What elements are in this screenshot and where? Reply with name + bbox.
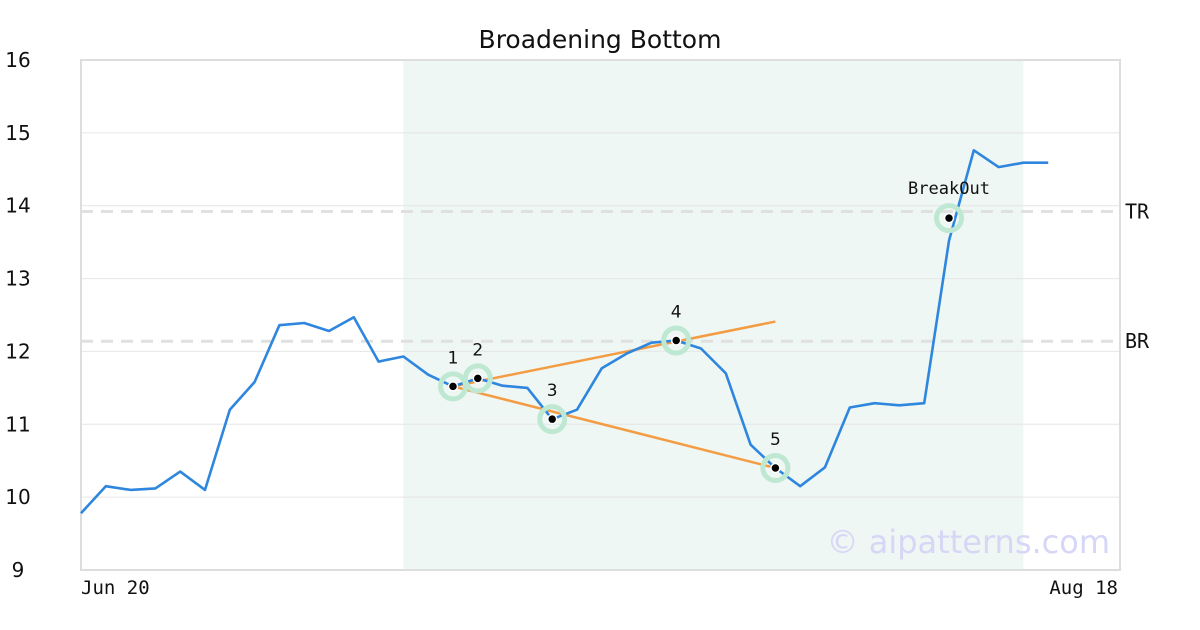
y-tick-label: 13 <box>5 267 30 291</box>
pattern-point <box>546 413 558 425</box>
pattern-point-label: 4 <box>671 303 682 323</box>
y-tick-label: 14 <box>5 194 30 218</box>
pattern-point-halo <box>934 203 964 234</box>
reference-line-label: BR <box>1125 329 1150 353</box>
pattern-point <box>472 373 484 384</box>
pattern-point-label: 1 <box>448 348 459 368</box>
pattern-point <box>670 335 682 346</box>
pattern-points: 1 2 3 4 5 BreakOut <box>438 179 990 483</box>
reference-lines: TR BR <box>81 200 1150 353</box>
pattern-point-halo <box>661 325 692 356</box>
x-tick-label: Aug 18 <box>1049 577 1118 599</box>
pattern-point-label: 2 <box>472 340 483 360</box>
pattern-point-halo <box>462 363 493 394</box>
watermark: © aipatterns.com <box>827 523 1110 561</box>
y-tick-label: 9 <box>12 558 25 582</box>
pattern-point-label: 3 <box>547 381 558 401</box>
trend-line <box>452 385 776 470</box>
breakout-label: BreakOut <box>908 179 990 199</box>
y-tick-label: 10 <box>5 485 30 509</box>
y-tick-label: 15 <box>5 121 30 145</box>
pattern-point-halo <box>537 404 568 435</box>
pattern-region <box>403 60 1024 570</box>
trend-lines <box>452 320 776 470</box>
chart-title: Broadening Bottom <box>479 25 722 54</box>
reference-line-label: TR <box>1125 200 1150 224</box>
pattern-region-band <box>403 60 1024 570</box>
plot-frame <box>80 59 1121 571</box>
y-axis-ticks: 9 10 11 12 13 14 15 16 <box>5 48 30 582</box>
y-tick-label: 12 <box>5 339 30 363</box>
pattern-point-label: 5 <box>770 430 781 450</box>
pattern-point <box>770 462 781 474</box>
pattern-point-halo <box>760 453 791 483</box>
pattern-point <box>943 212 955 224</box>
x-tick-label: Jun 20 <box>81 577 150 599</box>
x-axis-ticks: Jun 20 Aug 18 <box>81 577 1118 599</box>
grid <box>81 132 1120 498</box>
y-tick-label: 16 <box>5 48 30 72</box>
y-tick-label: 11 <box>5 412 30 436</box>
trend-line <box>452 320 776 388</box>
pattern-point <box>447 381 459 392</box>
